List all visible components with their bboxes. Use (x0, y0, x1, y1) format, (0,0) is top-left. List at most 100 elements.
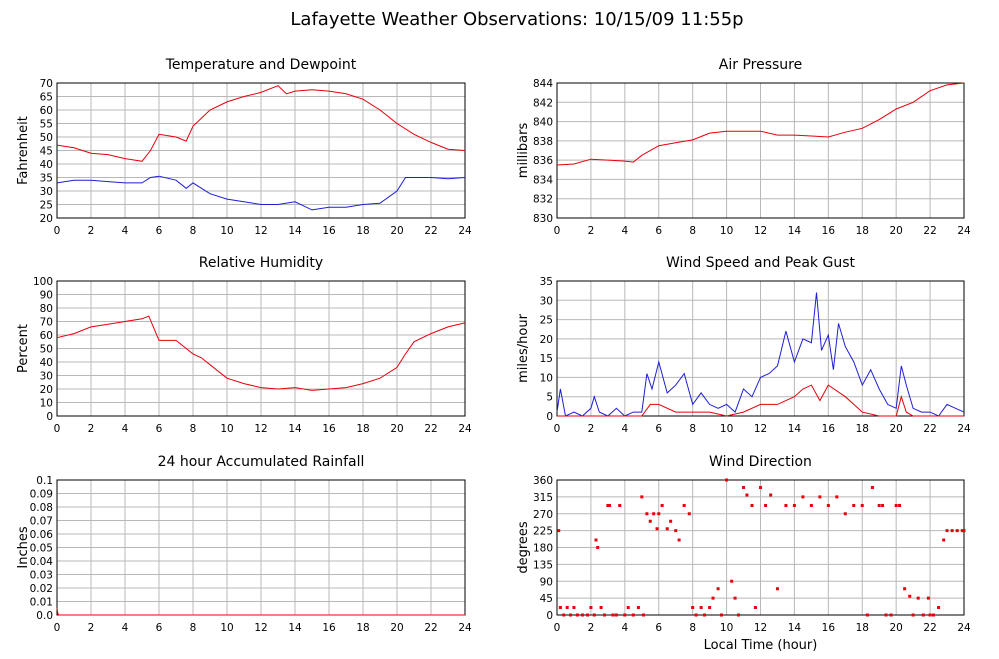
x-tick-label: 6 (655, 423, 662, 435)
x-tick-label: 18 (856, 622, 869, 634)
x-tick-label: 22 (424, 225, 437, 237)
x-tick-label: 24 (957, 622, 971, 634)
x-tick-label: 20 (889, 423, 902, 435)
y-tick-label: 40 (40, 159, 53, 171)
data-point (677, 538, 681, 542)
chart-title: Wind Direction (709, 454, 812, 470)
data-point (750, 504, 754, 507)
x-tick-label: 14 (288, 622, 302, 634)
page-title: Lafayette Weather Observations: 10/15/09… (290, 9, 743, 30)
data-point (945, 529, 949, 533)
x-tick-label: 14 (788, 622, 802, 634)
x-tick-label: 18 (356, 225, 369, 237)
x-tick-label: 2 (588, 423, 595, 435)
data-point (602, 613, 606, 617)
data-point (711, 596, 715, 600)
x-tick-label: 10 (220, 622, 233, 634)
x-tick-label: 4 (122, 225, 129, 237)
x-tick-label: 8 (689, 225, 696, 237)
data-point (660, 504, 664, 507)
data-point (937, 606, 941, 609)
x-tick-label: 6 (156, 225, 163, 237)
data-point (687, 512, 691, 516)
x-tick-label: 18 (856, 225, 869, 237)
x-tick-label: 12 (754, 423, 767, 435)
chart-title: 24 hour Accumulated Rainfall (158, 454, 365, 470)
data-point (928, 613, 932, 617)
y-tick-label: 270 (533, 509, 553, 521)
data-point (865, 613, 869, 617)
x-tick-label: 16 (822, 225, 836, 237)
x-tick-label: 20 (889, 225, 902, 237)
data-point (730, 579, 734, 583)
plot-frame (556, 82, 965, 219)
y-tick-label: 45 (40, 146, 53, 158)
x-tick-label: 6 (655, 225, 662, 237)
y-tick-label: 5 (546, 392, 553, 404)
data-point (950, 529, 954, 533)
data-point (719, 613, 723, 617)
y-tick-label: 360 (533, 475, 553, 487)
data-point (575, 613, 579, 617)
y-tick-label: 135 (533, 559, 553, 571)
data-point (826, 504, 830, 507)
x-tick-label: 8 (689, 622, 696, 634)
y-tick-label: 315 (533, 492, 553, 504)
data-point (589, 606, 593, 609)
x-tick-label: 10 (720, 225, 733, 237)
y-tick-label: 100 (33, 276, 53, 288)
data-point (962, 529, 966, 533)
y-tick-label: 45 (540, 593, 553, 605)
chart-title: Air Pressure (719, 57, 802, 73)
x-tick-label: 10 (220, 423, 233, 435)
x-tick-label: 24 (957, 423, 971, 435)
x-tick-label: 16 (322, 622, 336, 634)
y-tick-label: 70 (40, 317, 53, 329)
y-tick-label: 25 (540, 315, 553, 327)
x-tick-label: 12 (254, 225, 267, 237)
y-tick-label: 0.1 (36, 475, 53, 487)
x-tick-label: 20 (889, 622, 902, 634)
data-point (860, 504, 864, 507)
y-tick-label: 60 (40, 105, 53, 117)
y-axis-label: miles/hour (516, 313, 531, 382)
x-tick-label: 0 (54, 423, 61, 435)
y-tick-label: 838 (533, 136, 553, 148)
y-tick-label: 830 (533, 213, 553, 225)
x-tick-label: 20 (390, 423, 403, 435)
plot-frame (56, 280, 466, 417)
x-tick-label: 0 (554, 225, 561, 237)
data-point (801, 495, 805, 499)
y-tick-label: 90 (40, 290, 53, 302)
data-point (645, 512, 649, 516)
x-tick-label: 8 (190, 225, 197, 237)
data-point (942, 538, 946, 542)
x-tick-label: 24 (458, 225, 472, 237)
x-tick-label: 16 (322, 225, 336, 237)
data-point (733, 596, 737, 600)
data-point (665, 527, 669, 531)
data-point (852, 504, 856, 507)
x-tick-label: 18 (356, 622, 369, 634)
x-tick-label: 0 (554, 423, 561, 435)
data-point (592, 613, 596, 617)
x-tick-label: 16 (322, 423, 336, 435)
data-point (641, 613, 645, 617)
x-tick-label: 14 (788, 225, 802, 237)
x-tick-label: 6 (655, 622, 662, 634)
chart-title: Relative Humidity (199, 255, 323, 271)
x-tick-label: 2 (88, 225, 95, 237)
x-tick-label: 24 (458, 423, 472, 435)
y-tick-label: 0 (546, 610, 553, 622)
data-point (652, 512, 656, 516)
x-tick-label: 4 (621, 622, 628, 634)
y-tick-label: 0.0 (36, 610, 53, 622)
y-tick-label: 40 (40, 357, 53, 369)
data-point (569, 613, 573, 617)
data-point (870, 486, 874, 489)
data-point (608, 504, 612, 507)
data-point (580, 613, 584, 617)
